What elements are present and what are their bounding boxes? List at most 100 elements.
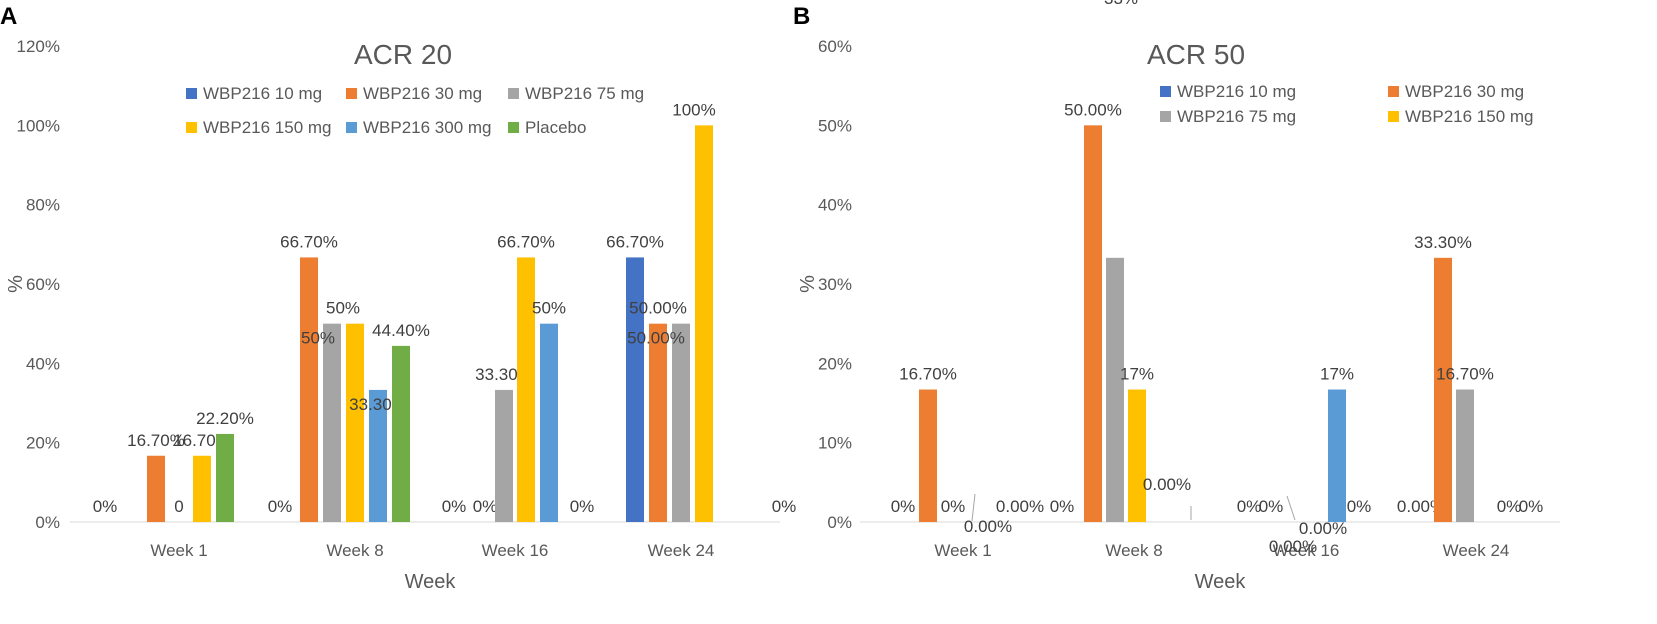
- data-label: 44.40%: [372, 321, 430, 340]
- data-label: 22.20%: [196, 409, 254, 428]
- data-label: 0%: [1050, 497, 1075, 516]
- data-label: 0%: [772, 497, 797, 516]
- bar: [626, 257, 644, 522]
- data-label: 0: [174, 497, 183, 516]
- data-label: 0%: [570, 497, 595, 516]
- y-tick-label: 40%: [818, 196, 852, 215]
- data-label: 66.70%: [497, 232, 555, 251]
- data-label: 33.30%: [1414, 233, 1472, 252]
- y-axis-label: %: [5, 275, 27, 293]
- bar: [1106, 257, 1124, 522]
- x-tick-label: Week 16: [1273, 541, 1340, 560]
- data-label: 66.70%: [280, 232, 338, 251]
- bar: [495, 389, 513, 522]
- y-tick-label: 60%: [26, 275, 60, 294]
- data-label: 0%: [268, 497, 293, 516]
- data-label: 66.70%: [606, 232, 664, 251]
- legend-label: WBP216 75 mg: [525, 84, 644, 103]
- data-label: 33%: [1104, 0, 1138, 8]
- data-label: 16.70%: [127, 431, 185, 450]
- bar: [1328, 389, 1346, 522]
- data-label: 0.00%: [964, 517, 1012, 536]
- legend-label: WBP216 150 mg: [1405, 107, 1534, 126]
- data-label: 16.70%: [1436, 365, 1494, 384]
- legend-swatch: [186, 88, 197, 99]
- bar: [1434, 257, 1452, 522]
- bar: [1456, 389, 1474, 522]
- legend-swatch: [508, 122, 519, 133]
- legend-label: WBP216 300 mg: [363, 118, 492, 137]
- bar: [369, 389, 387, 522]
- data-label: 50%: [532, 299, 566, 318]
- bar: [346, 323, 364, 522]
- x-tick-label: Week 24: [648, 541, 715, 560]
- data-label: 0%: [1497, 497, 1522, 516]
- data-label: 0.00%: [996, 497, 1044, 516]
- data-label: 50.00%: [629, 299, 687, 318]
- data-label: 0%: [473, 497, 498, 516]
- bar: [1084, 125, 1102, 522]
- legend-label: WBP216 10 mg: [203, 84, 322, 103]
- y-tick-label: 100%: [17, 116, 60, 135]
- x-tick-label: Week 16: [482, 541, 549, 560]
- panel-letter: B: [793, 3, 810, 30]
- chart-title: ACR 20: [354, 39, 452, 70]
- data-label: 16.70%: [899, 365, 957, 384]
- legend-label: WBP216 75 mg: [1177, 107, 1296, 126]
- bar: [649, 323, 667, 522]
- x-tick-label: Week 8: [1105, 541, 1162, 560]
- y-tick-label: 120%: [17, 37, 60, 56]
- data-label: 50.00%: [1064, 100, 1122, 119]
- data-label: 0%: [891, 497, 916, 516]
- legend-swatch: [508, 88, 519, 99]
- data-label: 50%: [326, 299, 360, 318]
- bar: [147, 455, 165, 522]
- legend-label: WBP216 30 mg: [363, 84, 482, 103]
- y-tick-label: 0%: [827, 513, 852, 532]
- bar: [517, 257, 535, 522]
- x-axis-label: Week: [1195, 571, 1247, 593]
- data-label: 50%: [301, 329, 335, 348]
- data-label: 0%: [1237, 497, 1262, 516]
- legend-swatch: [346, 122, 357, 133]
- data-label: 0%: [941, 497, 966, 516]
- y-tick-label: 20%: [26, 434, 60, 453]
- data-label: 100%: [672, 100, 715, 119]
- panel-letter: A: [0, 3, 17, 30]
- bar: [672, 323, 690, 522]
- legend-swatch: [1388, 111, 1399, 122]
- data-label: 0.00%: [1269, 537, 1317, 556]
- legend-label: WBP216 10 mg: [1177, 82, 1296, 101]
- data-label: 0%: [1347, 497, 1372, 516]
- y-tick-label: 60%: [818, 37, 852, 56]
- legend-swatch: [186, 122, 197, 133]
- data-label: 0%: [1519, 497, 1544, 516]
- leader-line: [971, 493, 976, 522]
- bar: [193, 455, 211, 522]
- data-label: 0%: [442, 497, 467, 516]
- x-tick-label: Week 24: [1443, 541, 1510, 560]
- data-label: 0.00%: [1299, 519, 1347, 538]
- bar: [919, 389, 937, 522]
- x-tick-label: Week 1: [934, 541, 991, 560]
- data-label: 0.00%: [1397, 497, 1445, 516]
- bar: [216, 433, 234, 522]
- y-tick-label: 30%: [818, 275, 852, 294]
- legend-label: Placebo: [525, 118, 586, 137]
- chart-panel-b: B ACR 50 0% 10% 20% 30% 40% 50% 60%% Week Week 1 0%…: [793, 0, 1560, 593]
- bar: [695, 125, 713, 522]
- y-tick-label: 50%: [818, 116, 852, 135]
- data-label: 0%: [1259, 497, 1284, 516]
- y-tick-label: 10%: [818, 434, 852, 453]
- legend-swatch: [1160, 86, 1171, 97]
- y-tick-label: 40%: [26, 354, 60, 373]
- chart-panel-a: A ACR 20 0% 20% 40% 60% 80% 100% 120%% Week Week 1…: [0, 3, 796, 593]
- y-tick-label: 20%: [818, 354, 852, 373]
- x-axis-label: Week: [405, 571, 457, 593]
- data-label: 0.00%: [1143, 475, 1191, 494]
- bar: [392, 345, 410, 522]
- chart-title: ACR 50: [1147, 39, 1245, 70]
- legend-swatch: [346, 88, 357, 99]
- data-label: 17%: [1320, 365, 1354, 384]
- bar: [1128, 389, 1146, 522]
